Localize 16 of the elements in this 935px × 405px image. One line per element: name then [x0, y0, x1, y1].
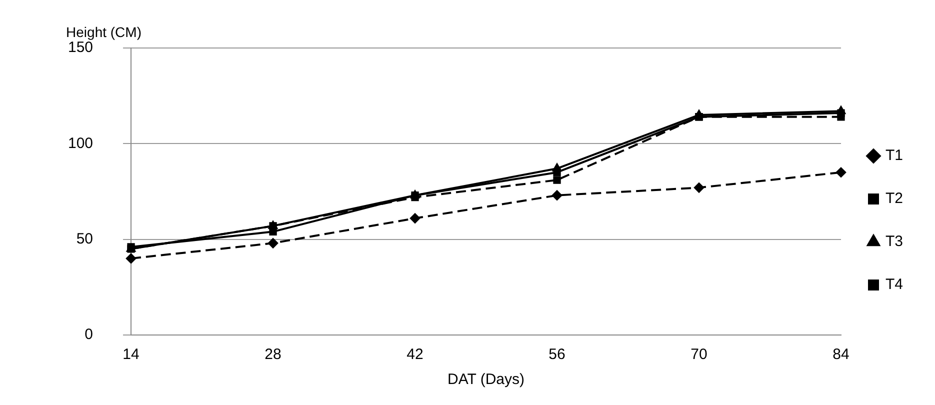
x-axis-title: DAT (Days): [448, 371, 524, 388]
legend-label: T4: [885, 276, 904, 294]
y-tick-label: 150: [68, 39, 94, 56]
x-tick-label: 28: [264, 346, 282, 364]
legend-label: T1: [885, 147, 904, 164]
x-tick-label: 14: [122, 346, 140, 364]
y-tick-label: 50: [76, 230, 94, 248]
y-axis-title: Height (CM): [66, 24, 142, 40]
legend-label: T2: [885, 190, 904, 208]
y-tick-label: 0: [84, 326, 94, 344]
y-tick-label: 100: [68, 134, 94, 152]
legend-label: T3: [885, 233, 904, 250]
x-tick-label: 84: [832, 346, 850, 364]
x-tick-label: 70: [690, 346, 708, 364]
x-tick-label: 56: [548, 346, 566, 364]
x-tick-label: 42: [406, 346, 424, 364]
